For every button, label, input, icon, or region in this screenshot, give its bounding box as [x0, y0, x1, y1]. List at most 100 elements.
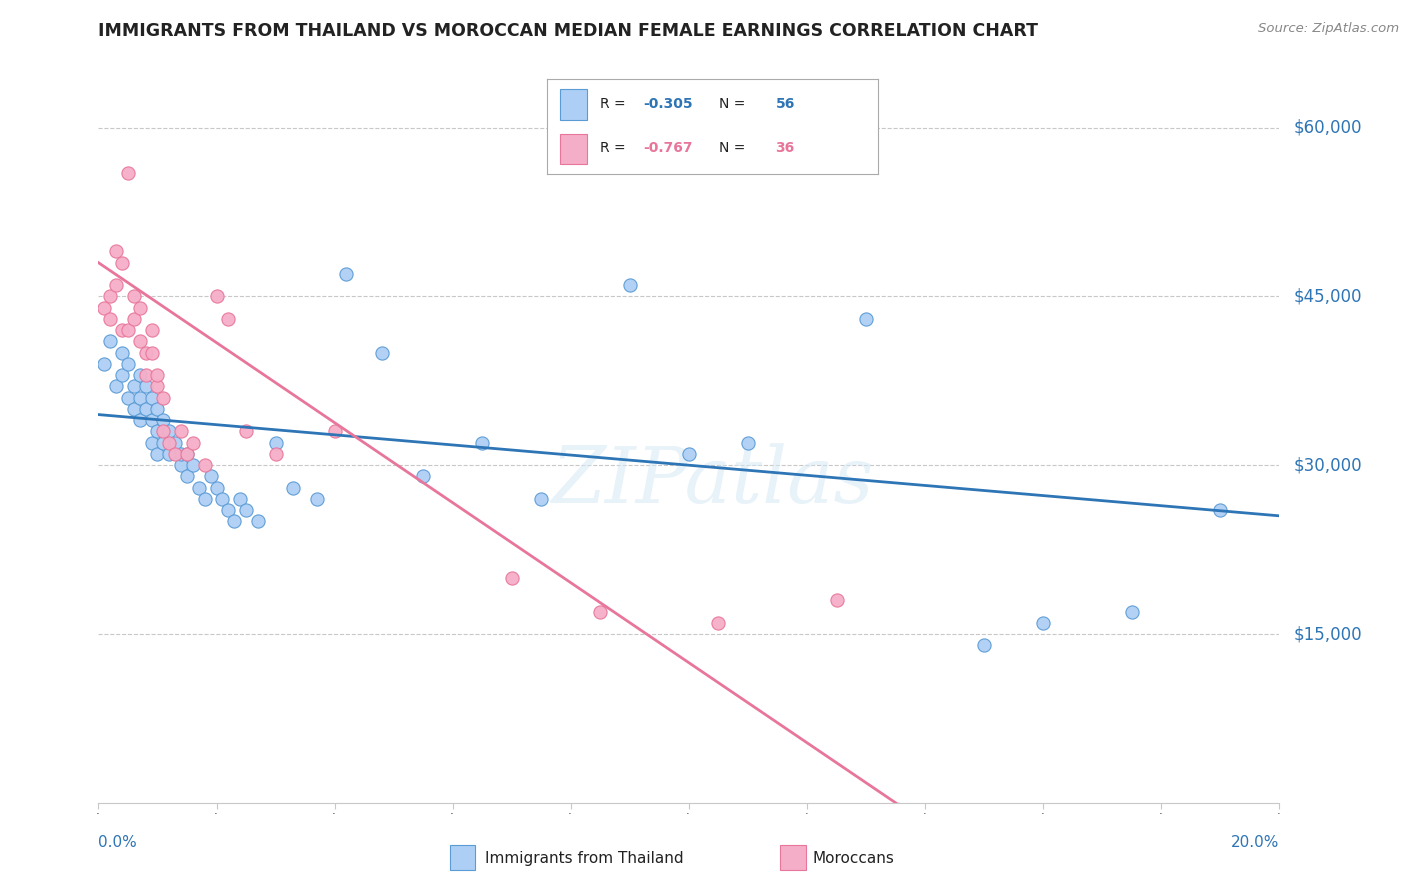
Point [105, 278, 128, 293]
Point [157, 435, 180, 450]
Point [146, 447, 169, 461]
Point [128, 391, 150, 405]
Point [128, 413, 150, 427]
Point [194, 458, 217, 473]
Text: $60,000: $60,000 [1294, 119, 1362, 136]
Point [619, 278, 641, 293]
Point [825, 593, 848, 607]
Point [111, 323, 134, 337]
Point [135, 379, 157, 393]
Point [157, 447, 180, 461]
Text: 0.0%: 0.0% [98, 836, 138, 850]
Point [122, 312, 145, 326]
Point [98, 312, 121, 326]
Point [217, 312, 239, 326]
Point [111, 345, 134, 359]
Text: Moroccans: Moroccans [813, 851, 894, 865]
Point [170, 425, 193, 439]
Point [152, 391, 174, 405]
Point [264, 435, 287, 450]
Point [141, 323, 163, 337]
Point [176, 447, 198, 461]
Point [1209, 503, 1232, 517]
Point [117, 391, 139, 405]
Point [122, 289, 145, 303]
Point [128, 301, 150, 315]
Point [707, 615, 730, 630]
Point [412, 469, 434, 483]
Point [224, 515, 246, 529]
Point [146, 368, 169, 383]
Point [181, 435, 204, 450]
Text: Source: ZipAtlas.com: Source: ZipAtlas.com [1258, 22, 1399, 36]
Point [93, 357, 115, 371]
Point [200, 469, 222, 483]
Point [855, 312, 877, 326]
Point [246, 515, 269, 529]
Point [471, 435, 494, 450]
Point [152, 413, 174, 427]
Point [135, 345, 157, 359]
Point [170, 447, 193, 461]
Point [146, 425, 169, 439]
Point [973, 638, 995, 652]
Point [229, 491, 252, 506]
Text: $30,000: $30,000 [1294, 456, 1362, 475]
Point [323, 425, 346, 439]
Point [141, 345, 163, 359]
Text: Immigrants from Thailand: Immigrants from Thailand [485, 851, 683, 865]
Point [264, 447, 287, 461]
Point [122, 401, 145, 416]
Point [165, 447, 187, 461]
Point [283, 481, 305, 495]
Point [235, 425, 257, 439]
Point [141, 391, 163, 405]
Point [181, 458, 204, 473]
Point [165, 435, 187, 450]
Point [111, 368, 134, 383]
Text: IMMIGRANTS FROM THAILAND VS MOROCCAN MEDIAN FEMALE EARNINGS CORRELATION CHART: IMMIGRANTS FROM THAILAND VS MOROCCAN MED… [98, 22, 1039, 40]
Point [117, 323, 139, 337]
Point [157, 425, 180, 439]
Point [128, 334, 150, 349]
Point [170, 458, 193, 473]
Point [105, 244, 128, 259]
Point [205, 289, 228, 303]
Point [141, 435, 163, 450]
Point [371, 345, 394, 359]
Point [117, 166, 139, 180]
Point [1121, 605, 1143, 619]
Point [98, 289, 121, 303]
Point [98, 334, 121, 349]
Point [152, 435, 174, 450]
Point [117, 357, 139, 371]
Point [152, 425, 174, 439]
Point [678, 447, 700, 461]
Point [141, 413, 163, 427]
Point [111, 255, 134, 269]
Text: $45,000: $45,000 [1294, 287, 1362, 305]
Point [737, 435, 759, 450]
Point [187, 481, 209, 495]
Text: 20.0%: 20.0% [1232, 836, 1279, 850]
Point [176, 447, 198, 461]
Point [122, 379, 145, 393]
Point [194, 491, 217, 506]
Point [93, 301, 115, 315]
Point [135, 368, 157, 383]
Point [176, 469, 198, 483]
Text: $15,000: $15,000 [1294, 625, 1362, 643]
Point [105, 379, 128, 393]
Point [135, 401, 157, 416]
Point [211, 491, 233, 506]
Point [235, 503, 257, 517]
Point [1032, 615, 1054, 630]
Point [205, 481, 228, 495]
Point [217, 503, 239, 517]
Point [501, 571, 523, 585]
Point [146, 379, 169, 393]
Point [335, 267, 357, 281]
Text: ZIPatlas: ZIPatlas [551, 442, 873, 519]
Point [530, 491, 553, 506]
Point [589, 605, 612, 619]
